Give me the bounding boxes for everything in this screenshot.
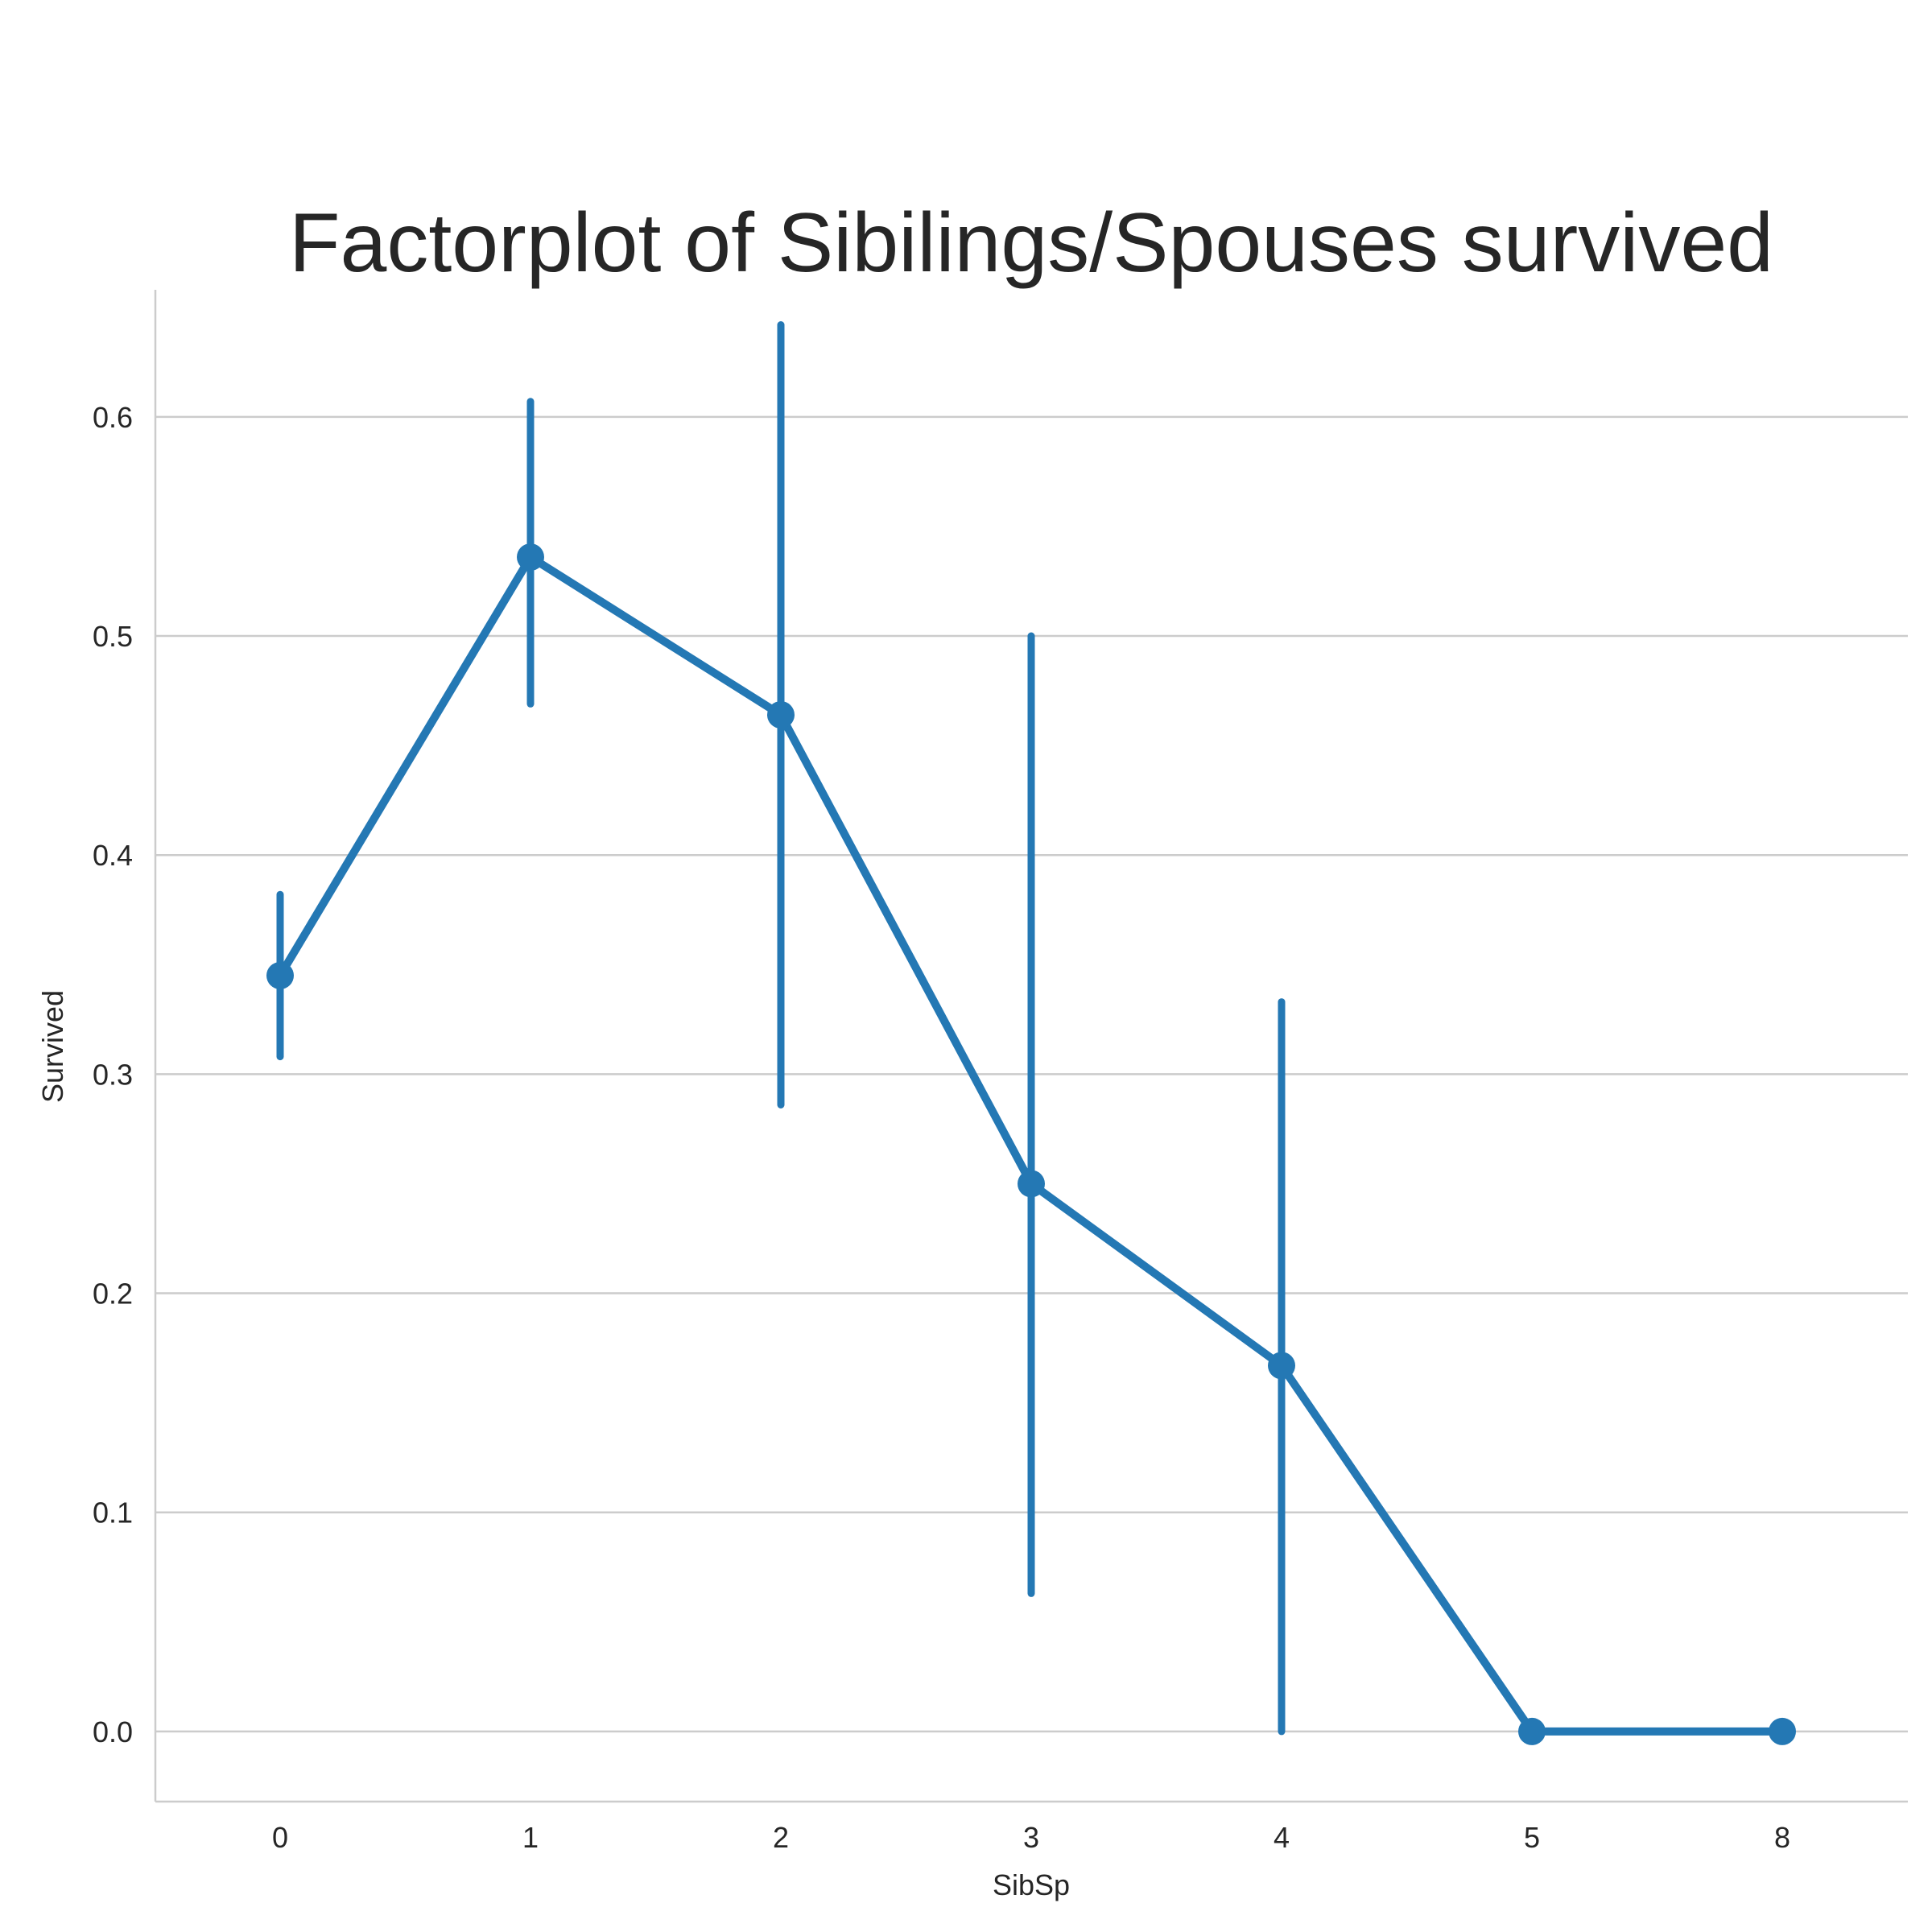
x-tick-label: 3 <box>1023 1821 1039 1854</box>
y-tick-label: 0.6 <box>93 401 133 434</box>
data-point <box>517 543 544 572</box>
data-point <box>1518 1717 1546 1745</box>
data-point <box>767 701 795 729</box>
x-tick-label: 5 <box>1524 1821 1540 1854</box>
x-axis-label: SibSp <box>993 1868 1070 1901</box>
y-tick-label: 0.4 <box>93 839 133 872</box>
y-tick-label: 0.5 <box>93 620 133 653</box>
x-tick-label: 1 <box>522 1821 539 1854</box>
data-point <box>1268 1352 1295 1380</box>
y-tick-labels: 0.0 0.1 0.2 0.3 0.4 0.5 0.6 <box>93 401 133 1748</box>
y-axis-label: Survived <box>36 990 69 1103</box>
chart-title: Factorplot of Sibilings/Spouses survived <box>289 196 1773 290</box>
y-tick-label: 0.1 <box>93 1496 133 1530</box>
axes-spines <box>154 290 1908 1803</box>
x-tick-label: 8 <box>1774 1821 1790 1854</box>
error-bars <box>276 321 1286 1736</box>
x-tick-label: 4 <box>1274 1821 1290 1854</box>
y-tick-label: 0.0 <box>93 1715 133 1748</box>
x-tick-label: 0 <box>272 1821 288 1854</box>
y-tick-label: 0.2 <box>93 1278 133 1311</box>
data-point <box>1018 1170 1045 1198</box>
x-tick-labels: 0 1 2 3 4 5 8 <box>272 1821 1790 1854</box>
x-tick-label: 2 <box>773 1821 789 1854</box>
data-point <box>1769 1717 1796 1745</box>
data-point <box>266 961 294 989</box>
y-tick-label: 0.3 <box>93 1058 133 1091</box>
data-points <box>266 543 1796 1745</box>
